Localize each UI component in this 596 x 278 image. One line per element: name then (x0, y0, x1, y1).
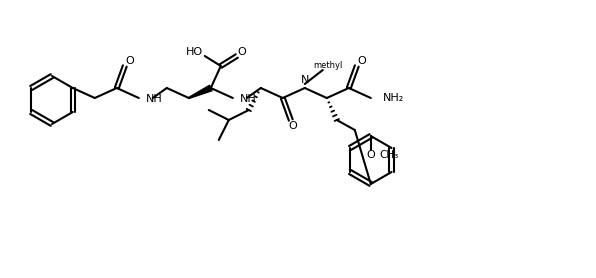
Text: O: O (367, 150, 375, 160)
Text: methyl: methyl (313, 61, 343, 70)
Text: N: N (300, 75, 309, 85)
Text: NH: NH (240, 94, 256, 104)
Polygon shape (188, 85, 212, 98)
Text: CH₃: CH₃ (379, 150, 398, 160)
Text: O: O (358, 56, 366, 66)
Text: HO: HO (186, 47, 203, 57)
Text: O: O (237, 47, 246, 57)
Text: NH: NH (146, 94, 163, 104)
Text: NH₂: NH₂ (383, 93, 404, 103)
Text: O: O (125, 56, 134, 66)
Text: O: O (288, 121, 297, 131)
